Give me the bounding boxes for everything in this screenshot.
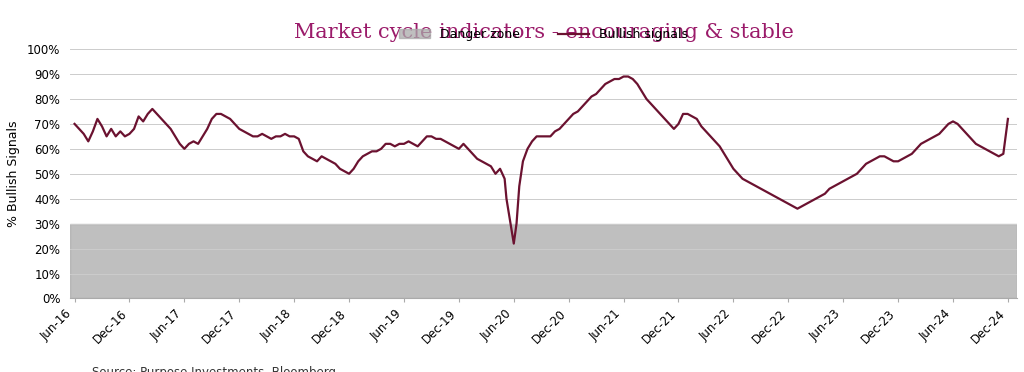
Text: Source: Purpose Investments, Bloomberg: Source: Purpose Investments, Bloomberg: [92, 366, 336, 372]
Title: Market cycle indicators - encouraging & stable: Market cycle indicators - encouraging & …: [294, 23, 794, 42]
Bar: [70, 224, 1017, 298]
Legend: Danger zone, Bullish signals: Danger zone, Bullish signals: [394, 23, 693, 46]
Y-axis label: % Bullish Signals: % Bullish Signals: [7, 121, 19, 227]
